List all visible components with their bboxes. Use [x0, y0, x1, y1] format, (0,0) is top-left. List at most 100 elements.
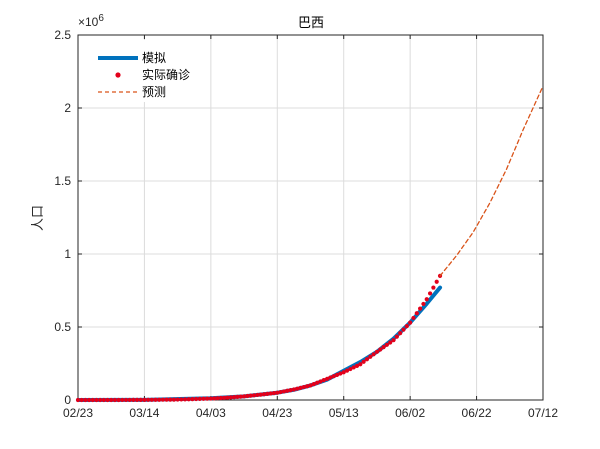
data-point-actual — [94, 397, 99, 403]
data-point-actual — [358, 362, 363, 367]
y-tick-label: 1.5 — [54, 174, 71, 188]
data-point-actual — [79, 397, 84, 403]
data-point-actual — [404, 324, 409, 329]
data-point-actual — [251, 393, 257, 398]
data-point-actual — [318, 379, 323, 384]
data-point-actual — [222, 395, 227, 400]
data-point-actual — [291, 387, 296, 392]
data-point-actual — [391, 338, 396, 343]
y-tick-label: 0 — [64, 393, 71, 407]
data-point-actual — [86, 397, 92, 403]
data-point-actual — [381, 345, 386, 350]
data-point-actual — [127, 397, 132, 403]
data-point-actual — [275, 390, 280, 395]
data-point-actual — [186, 397, 191, 402]
data-point-actual — [354, 363, 360, 368]
y-exponent-label: ×106 — [78, 13, 104, 29]
x-tick-label: 04/03 — [196, 406, 226, 420]
data-point-actual — [325, 376, 330, 381]
data-point-actual — [245, 393, 250, 399]
data-point-actual — [364, 357, 370, 362]
y-tick-label: 2.5 — [54, 28, 71, 42]
data-point-actual — [146, 397, 151, 402]
data-point-actual — [414, 311, 419, 316]
data-point-actual — [434, 279, 439, 284]
data-point-actual — [418, 306, 423, 311]
x-tick-label: 02/23 — [63, 406, 93, 420]
data-point-actual — [311, 381, 316, 387]
data-point-actual — [351, 365, 356, 370]
svg-text:×106: ×106 — [78, 13, 104, 29]
data-point-actual — [398, 331, 403, 336]
data-point-actual — [179, 397, 184, 402]
data-point-actual — [408, 320, 413, 325]
data-point-actual — [153, 397, 158, 402]
tick-labels: 02/23 03/14 04/03 04/23 05/13 06/02 06/22 07/12… — [54, 28, 558, 420]
data-point-actual — [182, 397, 188, 402]
data-point-actual — [171, 397, 177, 402]
data-point-actual — [83, 397, 88, 403]
data-point-actual — [225, 395, 230, 400]
y-tick-label: 1 — [64, 247, 71, 261]
data-point-actual — [361, 359, 366, 364]
data-point-actual — [388, 340, 393, 345]
data-point-actual — [421, 301, 426, 307]
data-point-actual — [334, 372, 340, 377]
data-point-actual — [384, 342, 389, 347]
data-point-actual — [341, 370, 346, 375]
data-point-actual — [212, 396, 217, 401]
data-point-actual — [278, 389, 283, 395]
data-point-actual — [228, 395, 233, 400]
data-point-actual — [315, 380, 320, 385]
data-point-actual — [232, 395, 237, 400]
data-point-actual — [134, 397, 140, 402]
data-point-actual — [411, 315, 416, 321]
data-point-actual — [371, 352, 376, 357]
legend-swatch-actual — [115, 72, 121, 78]
y-axis-label: 人口 — [31, 205, 46, 231]
data-point-actual — [368, 354, 373, 359]
legend-label-forecast: 预测 — [142, 85, 166, 99]
x-tick-label: 03/14 — [129, 406, 159, 420]
x-tick-label: 06/22 — [462, 406, 492, 420]
y-exponent-base: ×10 — [78, 15, 99, 29]
data-point-actual — [281, 389, 287, 394]
chart-title: 巴西 — [298, 16, 324, 31]
y-exponent-power: 6 — [98, 13, 104, 24]
data-point-actual — [238, 394, 243, 399]
data-point-actual — [194, 396, 199, 402]
data-point-actual — [288, 388, 293, 393]
data-point-actual — [190, 397, 195, 402]
data-point-actual — [160, 397, 165, 402]
data-point-actual — [248, 393, 253, 398]
x-tick-label: 06/02 — [395, 406, 425, 420]
plot-frame — [77, 34, 544, 401]
data-point-actual — [215, 396, 220, 401]
data-point-actual — [138, 397, 143, 402]
data-point-actual — [123, 397, 129, 403]
x-tick-label: 07/12 — [528, 406, 558, 420]
data-point-actual — [164, 397, 169, 402]
series-layer — [75, 85, 544, 403]
data-point-actual — [344, 368, 350, 373]
data-point-actual — [235, 394, 240, 399]
data-point-actual — [427, 291, 433, 296]
data-point-actual — [301, 384, 306, 390]
data-point-actual — [271, 390, 277, 396]
data-point-actual — [112, 397, 117, 403]
data-point-actual — [255, 392, 260, 398]
data-point-actual — [424, 297, 429, 302]
data-point-actual — [131, 397, 136, 402]
data-point-actual — [120, 397, 125, 403]
data-point-actual — [321, 378, 326, 383]
x-tick-label: 04/23 — [262, 406, 292, 420]
legend-label-simulated: 模拟 — [142, 51, 166, 65]
data-point-actual — [208, 396, 213, 401]
x-tick-label: 05/13 — [329, 406, 359, 420]
data-point-actual — [298, 385, 303, 390]
y-tick-label: 2 — [64, 101, 71, 115]
data-point-actual — [205, 396, 210, 401]
data-point-actual — [378, 347, 383, 352]
legend: 模拟 实际确诊 预测 — [88, 40, 194, 102]
